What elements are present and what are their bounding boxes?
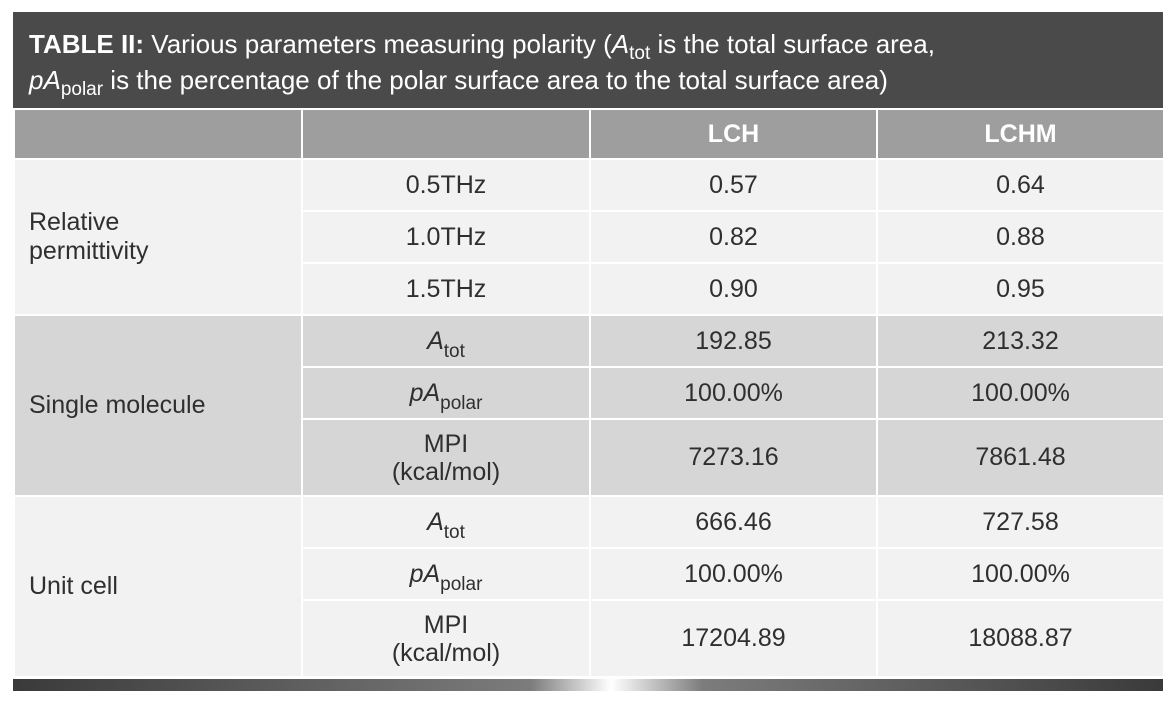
lch-cell: 17204.89 — [589, 599, 878, 678]
caption-label: TABLE II: — [29, 29, 145, 59]
lchm-cell: 7861.48 — [876, 418, 1165, 497]
table-row: MPI (kcal/mol) 7273.16 7861.48 — [14, 418, 1165, 497]
lch-cell: 0.57 — [589, 158, 878, 212]
param-cell: pApolar — [301, 366, 591, 420]
atot-symbol: A — [427, 507, 444, 536]
group-unit-cell: Unit cell — [13, 495, 303, 678]
param-cell: 1.0THz — [301, 210, 591, 264]
caption-papolar-sub: polar — [60, 79, 104, 100]
table-row: Single molecule Atot 192.85 213.32 — [13, 314, 1165, 497]
header-parameter — [301, 108, 591, 160]
table-caption: TABLE II: Various parameters measuring p… — [13, 12, 1163, 108]
lch-cell: 100.00% — [589, 366, 878, 420]
group-single-molecule: Single molecule — [13, 314, 303, 497]
caption-atot: A — [611, 29, 630, 59]
atot-symbol: A — [427, 326, 444, 355]
header-lchm: LCHM — [876, 108, 1165, 160]
lch-cell: 0.90 — [589, 262, 878, 316]
lchm-cell: 18088.87 — [876, 599, 1165, 678]
table-row: 1.5THz 0.90 0.95 — [14, 262, 1165, 316]
lchm-cell: 213.32 — [876, 314, 1165, 368]
header-lch: LCH — [589, 108, 878, 160]
lchm-cell: 100.00% — [876, 547, 1165, 601]
param-cell: Atot — [301, 495, 591, 549]
param-cell: Atot — [301, 314, 591, 368]
param-cell: 1.5THz — [301, 262, 591, 316]
param-cell: 0.5THz — [301, 158, 591, 212]
caption-text-a: Various parameters measuring polarity ( — [151, 29, 612, 59]
caption-text-c: is the percentage of the polar surface a… — [103, 65, 888, 95]
lch-cell: 7273.16 — [589, 418, 878, 497]
caption-atot-sub: tot — [629, 43, 651, 64]
bottom-rule — [13, 679, 1163, 691]
lch-cell: 666.46 — [589, 495, 878, 549]
group-relative-permittivity: Relative permittivity — [13, 158, 303, 316]
table-row: pApolar 100.00% 100.00% — [14, 366, 1165, 420]
lchm-cell: 727.58 — [876, 495, 1165, 549]
parameters-table: LCH LCHM Relative permittivity 0.5THz 0.… — [13, 108, 1165, 678]
mpi-unit: (kcal/mol) — [391, 638, 501, 667]
param-cell: MPI (kcal/mol) — [301, 418, 591, 497]
lch-cell: 0.82 — [589, 210, 878, 264]
lchm-cell: 0.88 — [876, 210, 1165, 264]
param-cell: pApolar — [301, 547, 591, 601]
header-group — [13, 108, 303, 160]
table-row: MPI (kcal/mol) 17204.89 18088.87 — [14, 599, 1165, 678]
param-cell: MPI (kcal/mol) — [301, 599, 591, 678]
mpi-unit: (kcal/mol) — [391, 457, 501, 486]
header-row: LCH LCHM — [13, 108, 1165, 160]
table-row: Unit cell Atot 666.46 727.58 — [13, 495, 1165, 678]
lchm-cell: 0.64 — [876, 158, 1165, 212]
atot-subscript: tot — [443, 521, 465, 543]
table-row: 1.0THz 0.82 0.88 — [14, 210, 1165, 264]
papolar-subscript: polar — [440, 573, 483, 595]
papolar-subscript: polar — [440, 392, 483, 414]
atot-subscript: tot — [443, 340, 465, 362]
papolar-symbol: pA — [409, 378, 441, 407]
lchm-cell: 0.95 — [876, 262, 1165, 316]
caption-text-b: is the total surface area, — [650, 29, 935, 59]
table-row: pApolar 100.00% 100.00% — [14, 547, 1165, 601]
lch-cell: 192.85 — [589, 314, 878, 368]
lchm-cell: 100.00% — [876, 366, 1165, 420]
papolar-symbol: pA — [409, 559, 441, 588]
caption-papolar: pA — [29, 65, 61, 95]
table-figure: TABLE II: Various parameters measuring p… — [13, 12, 1165, 678]
table-row: Relative permittivity 0.5THz 0.57 0.64 — [13, 158, 1165, 316]
mpi-label: MPI — [423, 610, 469, 639]
mpi-label: MPI — [423, 429, 469, 458]
lch-cell: 100.00% — [589, 547, 878, 601]
